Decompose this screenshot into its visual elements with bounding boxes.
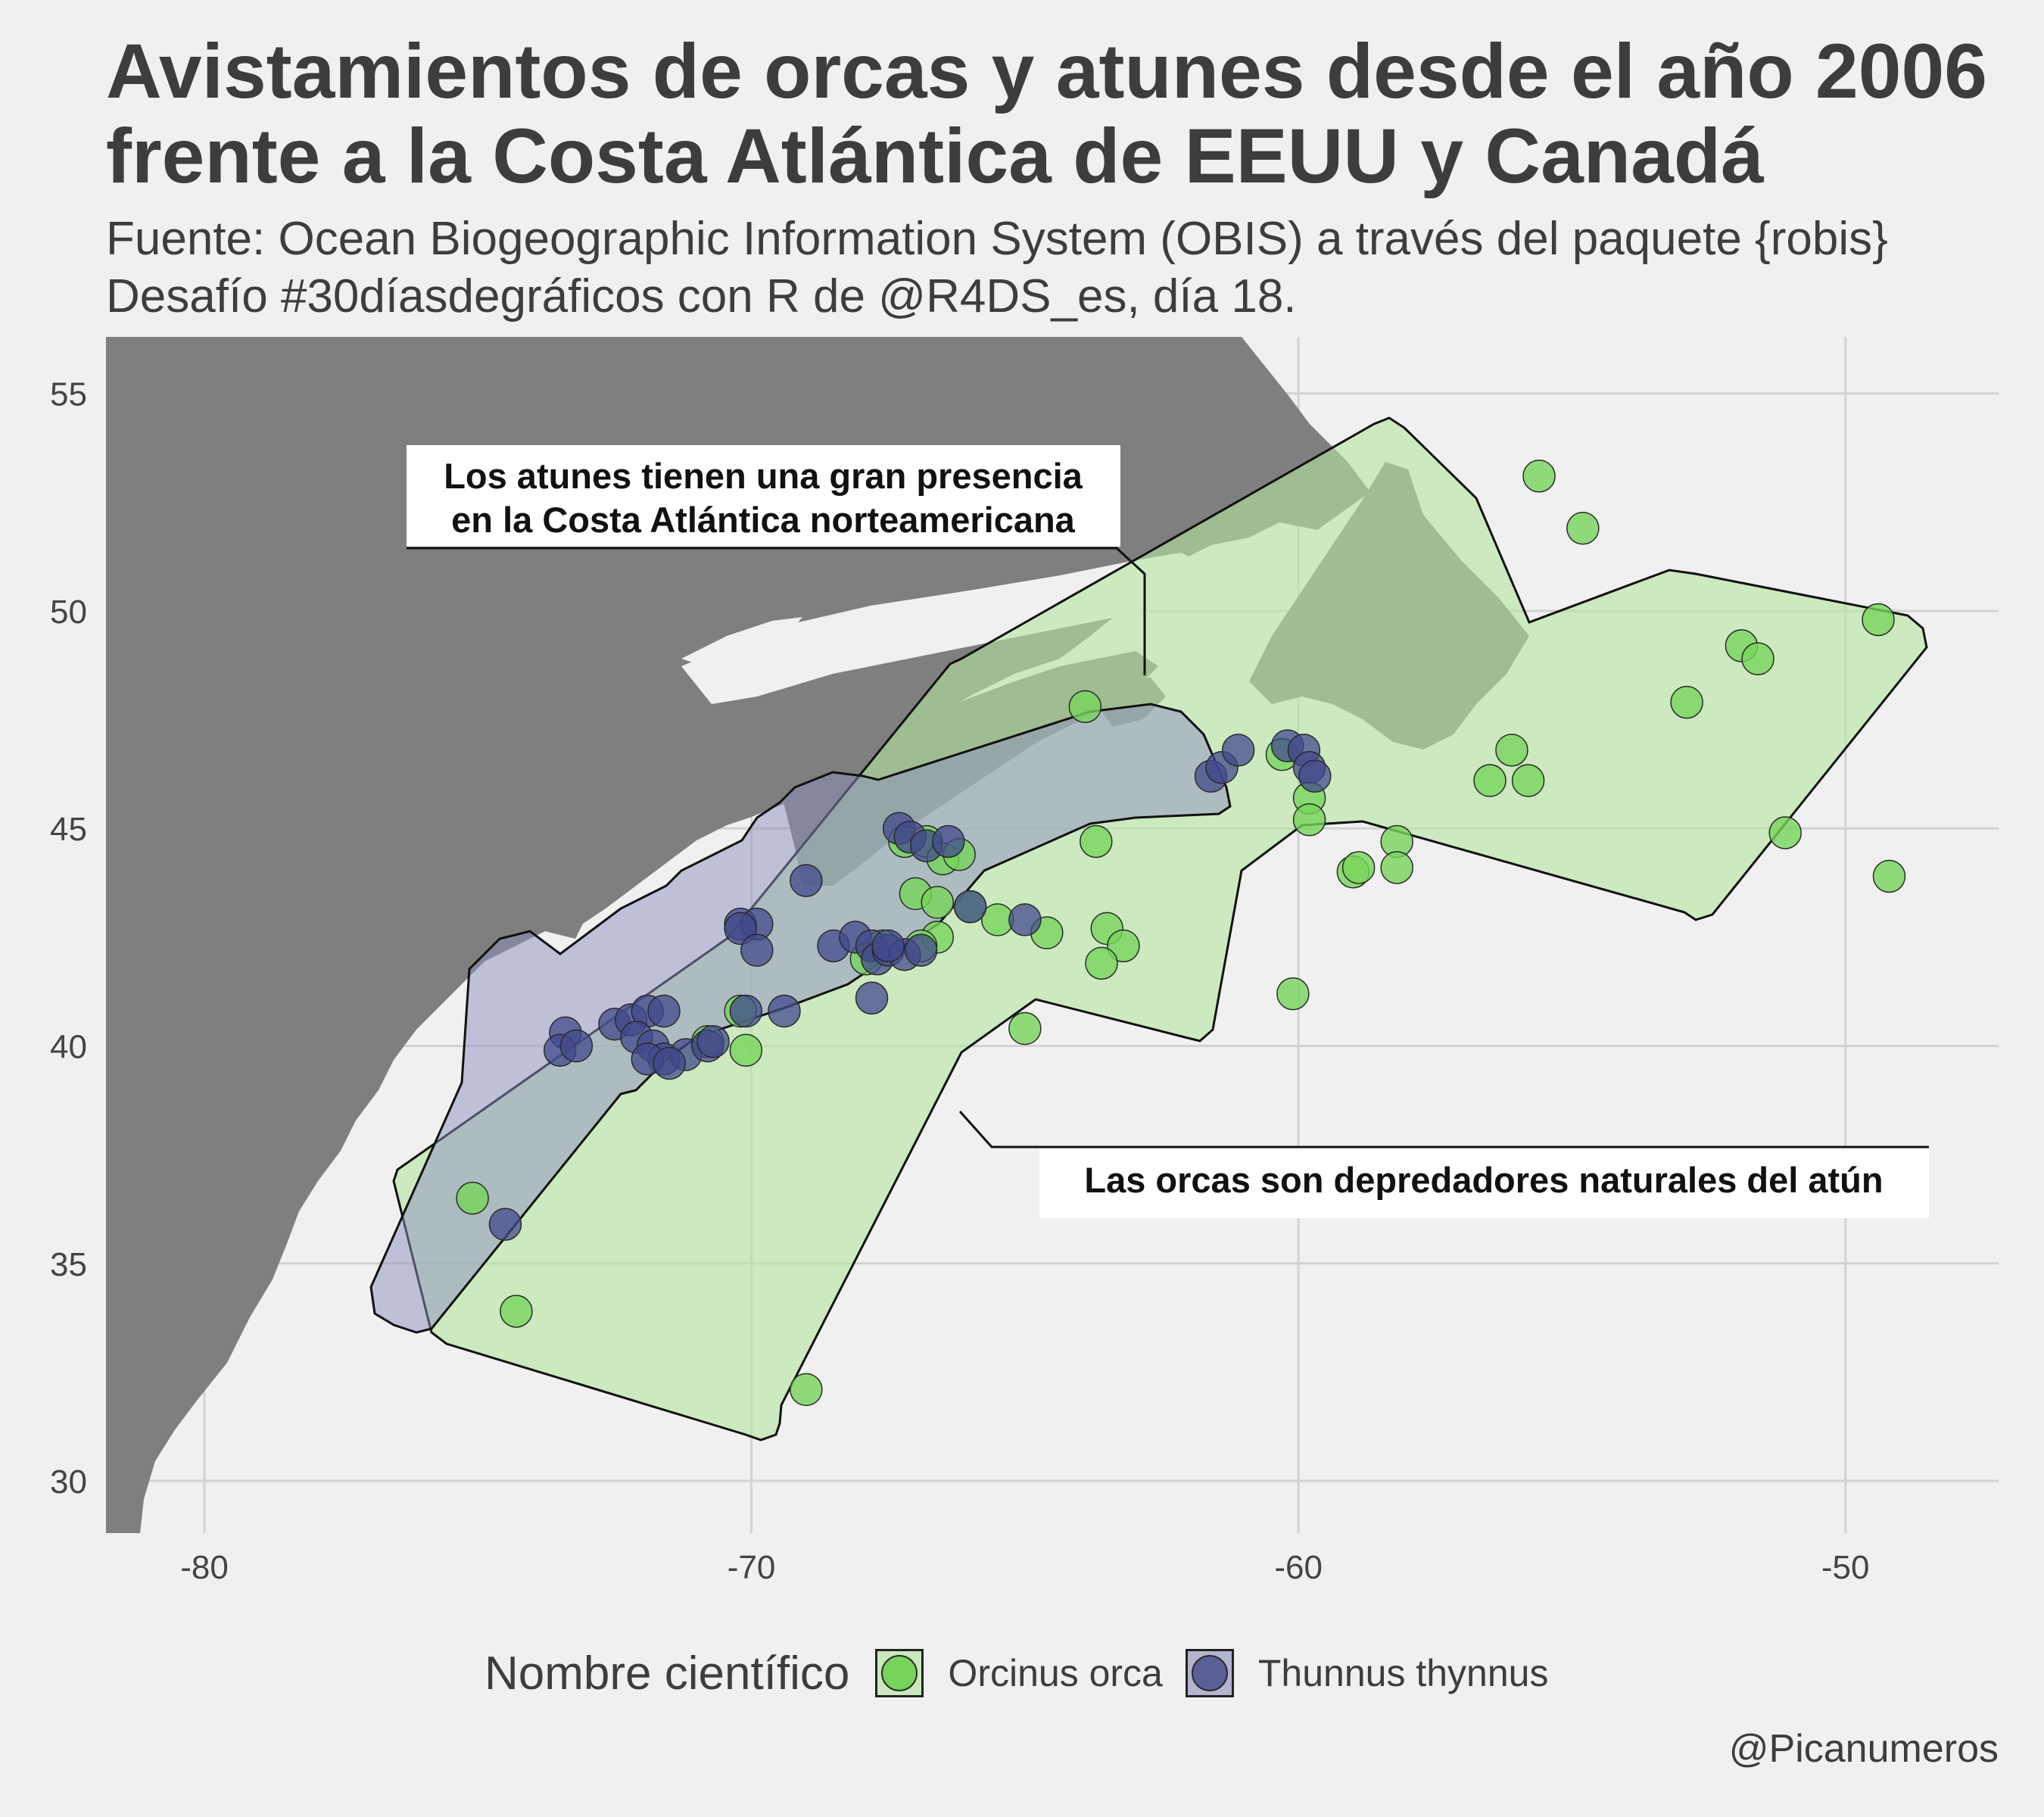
chart-title-line2: frente a la Costa Atlántica de EEUU y Ca…: [106, 113, 1764, 199]
orca-sighting-point: [1872, 859, 1906, 893]
annotation-orca-box: [1039, 1145, 1929, 1218]
orca-sighting-point: [921, 886, 955, 919]
orca-sighting-point: [1068, 690, 1102, 724]
orca-sighting-point: [1276, 977, 1310, 1011]
orca-sighting-point: [1741, 642, 1774, 675]
annotation-tuna-box: [407, 445, 1120, 547]
orca-sighting-point: [1862, 603, 1895, 637]
orca-sighting-point: [1566, 512, 1600, 545]
orca-sighting-point: [1495, 734, 1528, 767]
legend-item-orca: Orcinus orca: [875, 1649, 1163, 1697]
orca-sighting-point: [1380, 851, 1413, 884]
x-tick-label: -80: [180, 1549, 229, 1586]
y-tick-label: 40: [50, 1029, 87, 1066]
x-tick-label: -50: [1821, 1549, 1870, 1586]
y-tick-label: 30: [50, 1463, 87, 1501]
legend-label-tuna: Thunnus thynnus: [1257, 1652, 1549, 1694]
legend-item-tuna: Thunnus thynnus: [1185, 1649, 1549, 1697]
map-plot: Los atunes tienen una gran presencia en …: [50, 337, 1999, 1586]
orca-sighting-point: [1008, 1011, 1042, 1046]
orca-sighting-point: [1107, 929, 1140, 963]
annotation-tuna-line1: Los atunes tienen una gran presencia: [444, 456, 1083, 496]
annotation-orca-line1: Las orcas son depredadores naturales del…: [1084, 1160, 1883, 1200]
orca-sighting-point: [1473, 764, 1507, 797]
chart-subtitle-line1: Fuente: Ocean Biogeographic Information …: [106, 213, 1888, 265]
annotation-tuna-line2: en la Costa Atlántica norteamericana: [451, 500, 1076, 540]
tuna-sighting-point: [740, 933, 774, 967]
gulf-st-lawrence: [681, 553, 1211, 704]
x-tick-label: -60: [1274, 1549, 1323, 1586]
y-tick-label: 50: [50, 594, 87, 631]
tuna-sighting-point: [904, 933, 938, 967]
chart-title-line1: Avistamientos de orcas y atunes desde el…: [106, 28, 1987, 114]
tuna-sighting-point: [768, 994, 801, 1028]
orca-sighting-point: [1341, 851, 1376, 884]
orca-sighting-point: [790, 1373, 823, 1407]
annotation-orca: Las orcas son depredadores naturales del…: [958, 1111, 1929, 1218]
legend-title: Nombre científico: [485, 1647, 850, 1700]
tuna-sighting-point: [855, 981, 889, 1015]
annotation-tuna: Los atunes tienen una gran presencia en …: [407, 445, 1146, 675]
water-features: [681, 553, 1211, 704]
y-tick-label: 45: [50, 811, 87, 848]
legend-label-orca: Orcinus orca: [948, 1652, 1163, 1694]
tuna-sighting-point: [790, 864, 823, 897]
y-axis-ticks: 30 35 40 45 50 55: [50, 376, 87, 1501]
tuna-sighting-point: [729, 994, 763, 1028]
x-tick-label: -70: [728, 1549, 776, 1586]
annotation-tuna-connector: [407, 547, 1146, 675]
tuna-range-polygon: [369, 703, 1232, 1334]
orca-sighting-point: [456, 1181, 489, 1215]
caption: @Picanumeros: [1728, 1727, 1999, 1771]
tuna-sighting-point: [871, 929, 905, 963]
tuna-sighting-point: [931, 824, 965, 859]
st-lawrence-estuary: [681, 617, 802, 666]
tuna-sighting-point: [559, 1029, 594, 1063]
tuna-sighting-point: [1221, 734, 1255, 767]
orca-sighting-point: [1292, 803, 1326, 837]
x-axis-ticks: -80 -70 -60 -50: [180, 1549, 1869, 1586]
legend-dot-tuna: [1191, 1655, 1228, 1691]
orca-sighting-point: [500, 1295, 533, 1328]
tuna-sighting-point: [653, 1046, 686, 1080]
chart-subtitle: Fuente: Ocean Biogeographic Information …: [106, 210, 2044, 326]
chart-title: Avistamientos de orcas y atunes desde el…: [106, 29, 2029, 198]
tuna-sighting-point: [488, 1208, 522, 1241]
legend-dot-orca: [881, 1655, 918, 1691]
tuna-sighting-point: [1008, 903, 1042, 937]
chart-subtitle-line2: Desafío #30díasdegráficos con R de @R4DS…: [106, 270, 1297, 323]
legend-key-tuna: [1185, 1649, 1234, 1697]
orca-sighting-point: [1670, 685, 1703, 719]
orca-sighting-point: [729, 1033, 763, 1067]
legend-key-orca: [875, 1649, 924, 1697]
y-tick-label: 55: [50, 376, 87, 413]
tuna-sighting-point: [953, 890, 987, 924]
legend: Nombre científico Orcinus orca Thunnus t…: [485, 1643, 1571, 1703]
tuna-sighting-point: [696, 1025, 730, 1058]
orca-sighting-point: [1511, 764, 1545, 797]
orca-sighting-point: [1085, 946, 1118, 980]
orca-sighting-point: [1080, 824, 1113, 859]
tuna-sighting-point: [647, 994, 681, 1028]
orca-sighting-point: [1768, 816, 1802, 849]
y-tick-label: 35: [50, 1246, 87, 1283]
orca-sighting-point: [1522, 460, 1556, 493]
tuna-points: [488, 729, 1332, 1241]
annotation-orca-connector: [958, 1111, 1929, 1148]
tuna-sighting-point: [1298, 759, 1332, 793]
